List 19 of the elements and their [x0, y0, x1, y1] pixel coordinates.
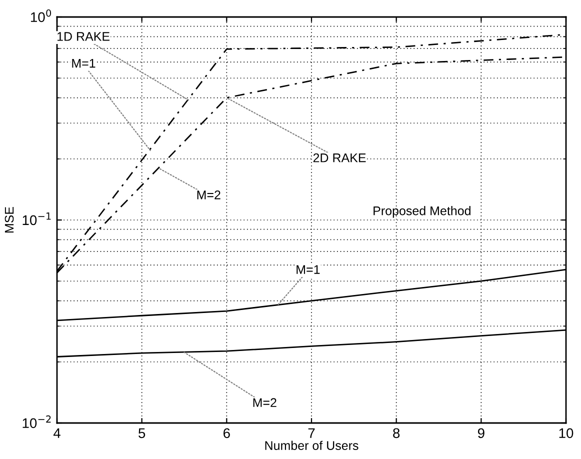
- annotation: M=2: [197, 190, 220, 200]
- y-axis-title: MSE: [4, 206, 14, 233]
- x-tick-label: 8: [393, 428, 400, 438]
- annotation: 1D RAKE: [58, 32, 110, 41]
- annotation: M=2: [253, 398, 276, 407]
- x-tick-label: 6: [224, 428, 230, 438]
- annotation: Proposed Method: [374, 206, 470, 218]
- annotation: M=1: [72, 59, 96, 68]
- annotation: 2D RAKE: [313, 153, 366, 162]
- x-tick-label: 5: [138, 428, 146, 438]
- y-tick-label: 10$^{−2}$: [22, 415, 51, 428]
- annotation: M=1: [296, 265, 320, 274]
- x-axis-title: Number of Users: [265, 440, 358, 450]
- x-tick-label: 4: [53, 428, 60, 438]
- y-tick-label: 10$^{0}$: [30, 9, 52, 22]
- x-tick-label: 9: [478, 428, 484, 438]
- x-tick-label: 10: [559, 428, 574, 438]
- x-tick-label: 7: [308, 428, 315, 438]
- y-tick-label: 10$^{−1}$: [22, 212, 51, 226]
